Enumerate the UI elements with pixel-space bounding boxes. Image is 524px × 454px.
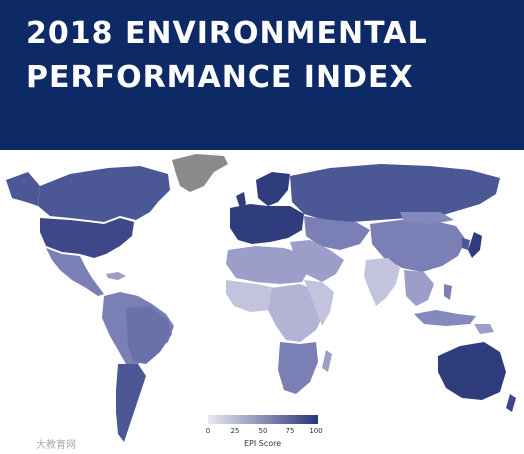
legend-color-bar — [208, 415, 318, 424]
world-map — [6, 154, 516, 442]
region-east-africa — [304, 280, 334, 326]
region-alaska — [6, 172, 40, 206]
region-madagascar — [322, 350, 332, 372]
region-uk — [236, 192, 246, 208]
region-korea — [462, 238, 470, 250]
region-png — [474, 324, 494, 334]
region-usa — [40, 218, 134, 258]
region-philippines — [444, 284, 452, 300]
region-southern-africa — [278, 342, 318, 394]
region-mexico — [46, 248, 104, 296]
legend-tick: 25 — [230, 427, 240, 435]
region-japan — [468, 232, 482, 258]
region-new-zealand — [506, 394, 516, 412]
title-banner: 2018 ENVIRONMENTAL PERFORMANCE INDEX — [0, 0, 524, 150]
legend-tick: 100 — [309, 427, 323, 435]
watermark: 大教育网 — [36, 440, 76, 451]
region-west-africa — [226, 280, 282, 312]
title-line-2: PERFORMANCE INDEX — [26, 60, 414, 95]
region-mongolia — [400, 212, 454, 224]
region-greenland — [172, 154, 228, 192]
region-canada — [38, 166, 170, 222]
region-china — [370, 220, 466, 272]
region-australia — [438, 342, 506, 400]
region-central-asia — [304, 216, 370, 250]
legend-tick: 75 — [285, 427, 295, 435]
region-middle-east — [290, 240, 344, 282]
region-brazil — [126, 306, 172, 364]
region-caribbean — [106, 272, 126, 280]
region-europe — [230, 204, 304, 244]
region-central-africa — [268, 284, 326, 342]
legend-tick: 0 — [205, 427, 211, 435]
legend-title: EPI Score — [244, 439, 282, 448]
region-southeast-asia — [404, 270, 434, 306]
region-south-america-south — [116, 364, 146, 442]
region-scandinavia — [256, 172, 290, 206]
title-line-1: 2018 ENVIRONMENTAL — [26, 16, 428, 51]
region-indonesia — [414, 310, 476, 326]
legend: 0 25 50 75 100 EPI Score — [206, 411, 326, 451]
region-north-africa — [226, 246, 310, 284]
region-india — [364, 258, 400, 306]
region-russia — [290, 164, 500, 222]
legend-tick: 50 — [258, 427, 268, 435]
